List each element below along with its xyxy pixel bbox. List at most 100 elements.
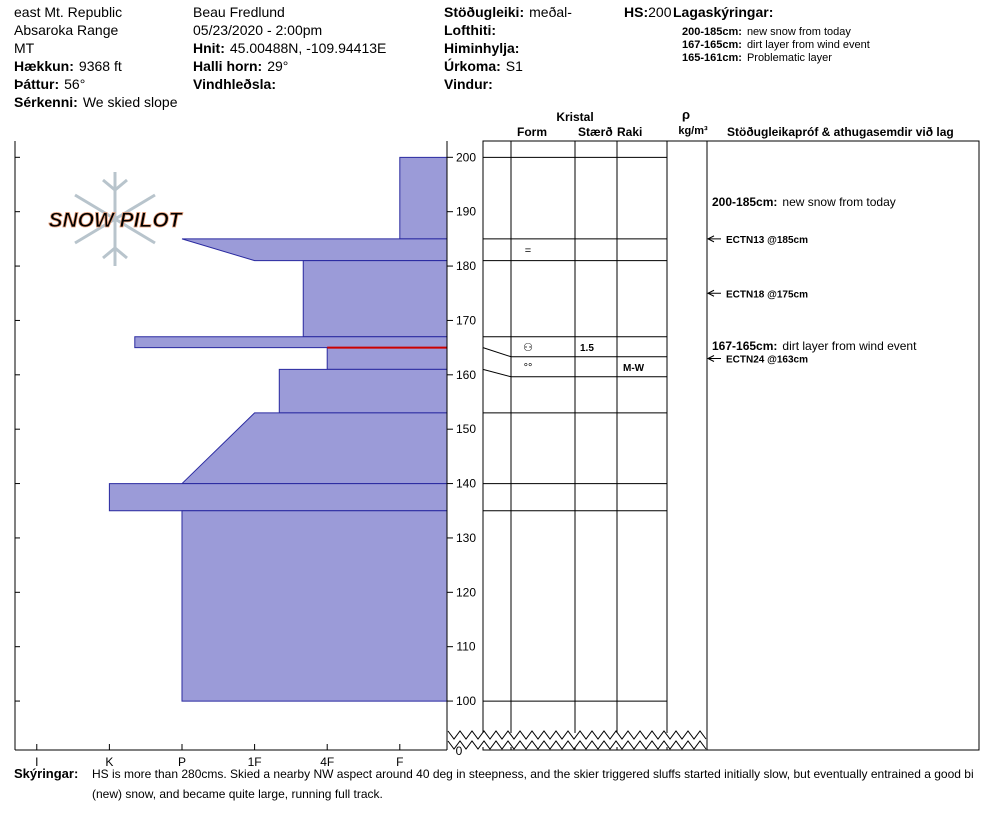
logo-text: SNOW PILOT [49,209,184,232]
legend-label: 165-161cm: [682,52,742,64]
hardness-layer [134,336,448,349]
field-value: 9368 ft [79,58,122,74]
field-value: 56° [64,76,85,92]
header-density: ρ [682,107,690,122]
field: Úrkoma: S1 [444,57,523,74]
test-label: ECTN13 @185cm [726,235,808,246]
hs-value: 200 [648,4,672,20]
y-tick-label: 110 [456,640,475,654]
crystal-moisture: M-W [623,363,645,374]
legend-line: 165-161cm: Problematic layer [682,52,832,64]
y-tick-label: 180 [456,259,476,273]
comment-text: 200-185cm: new snow from today [712,195,896,209]
y-tick-label: 190 [456,205,476,219]
datetime: 05/23/2020 - 2:00pm [193,22,322,38]
break-zigzag [447,740,707,750]
layer-comment: 200-185cm: new snow from today [712,195,896,209]
x-tick-label: I [35,755,38,769]
hs: HS:200 [624,4,672,20]
layer-boundary [482,347,667,358]
legend-line: 200-185cm: new snow from today [682,26,851,38]
crystal-form: ⚇ [523,342,533,354]
test-arrowhead [706,235,715,243]
field: Vindur: [444,76,493,92]
field-label: Úrkoma: [444,57,501,74]
field: Vindhleðsla: [193,76,276,92]
field: Hnit: 45.00488N, -109.94413E [193,40,386,56]
field-value: S1 [506,58,523,74]
footer-label: Skýringar: [14,766,78,781]
header-form: Form [517,125,547,139]
test-label: ECTN24 @163cm [726,355,808,366]
header-density-unit: kg/m³ [678,125,708,137]
field-value: 29° [267,58,288,74]
y-tick-label: 200 [456,150,476,164]
y-tick-label: 140 [456,477,476,491]
field-label: Stöðugleiki: [444,4,524,20]
hs-label: HS: [624,4,648,20]
crystal-form: = [525,245,531,257]
field-label: Sérkenni: [14,94,78,110]
field-label: Hækkun: [14,58,74,74]
y-tick-label: 160 [456,368,476,382]
field: Lofthiti: [444,22,496,38]
x-tick-label: F [396,755,403,769]
legend-title: Lagaskýringar: [673,4,773,20]
field: Stöðugleiki: meðal- [444,4,572,20]
location: MT [14,40,35,56]
break-zigzag [447,730,707,740]
legend-text: dirt layer from wind event [747,39,870,51]
legend-text: Problematic layer [747,52,832,64]
x-tick-label: 4F [320,755,334,769]
legend-line: 167-165cm: dirt layer from wind event [682,39,870,51]
y-tick-label: 100 [456,694,476,708]
field-label: Himinhylja: [444,40,519,56]
test-arrowhead [706,355,715,362]
field-label: Halli horn: [193,58,262,74]
field: Hækkun: 9368 ft [14,58,122,74]
comment-body: new snow from today [782,195,895,209]
field-label: Þáttur: [14,76,59,92]
crystal-size: 1.5 [580,343,594,354]
field: Himinhylja: [444,40,519,56]
observer: Beau Fredlund [193,4,285,20]
x-tick-label: P [178,755,186,769]
layer-boundary [482,368,667,378]
header-crystal: Kristal [556,110,593,124]
y-tick-label: 170 [456,313,476,327]
field: Halli horn: 29° [193,58,288,74]
y-tick-label: 150 [456,422,476,436]
x-tick-label: K [105,755,113,769]
y-tick-label: 130 [456,531,476,545]
layer-comment: 167-165cm: dirt layer from wind event [712,339,917,353]
field-label: Lofthiti: [444,22,496,38]
field-label: Vindhleðsla: [193,76,276,92]
field-label: Hnit: [193,40,225,56]
test-label: ECTN18 @175cm [726,289,808,300]
footer-line: HS is more than 280cms. Skied a nearby N… [92,767,974,781]
hardness-layer [302,260,448,338]
legend-text: new snow from today [747,26,851,38]
comment-label: 200-185cm: [712,195,777,209]
footer-line: (new) snow, and became quite large, runn… [92,787,383,801]
test-arrowhead [706,289,715,297]
y-tick-label: 120 [456,585,476,599]
field-value: meðal- [529,4,572,20]
comment-text: 167-165cm: dirt layer from wind event [712,339,917,353]
field-label: Vindur: [444,76,493,92]
header-tests: Stöðugleikapróf & athugasemdir við lag [727,125,954,139]
field: Sérkenni: We skied slope [14,94,178,110]
legend-label: 200-185cm: [682,26,742,38]
comment-body: dirt layer from wind event [782,339,917,353]
logo-flake [74,172,156,266]
hardness-layer [108,483,448,512]
hardness-layer [326,347,448,370]
location: Absaroka Range [14,22,119,38]
hardness-layer [399,156,448,240]
field-value: We skied slope [83,94,178,110]
location: east Mt. Republic [14,4,122,20]
header-moisture: Raki [617,125,642,139]
field: Þáttur: 56° [14,76,85,92]
